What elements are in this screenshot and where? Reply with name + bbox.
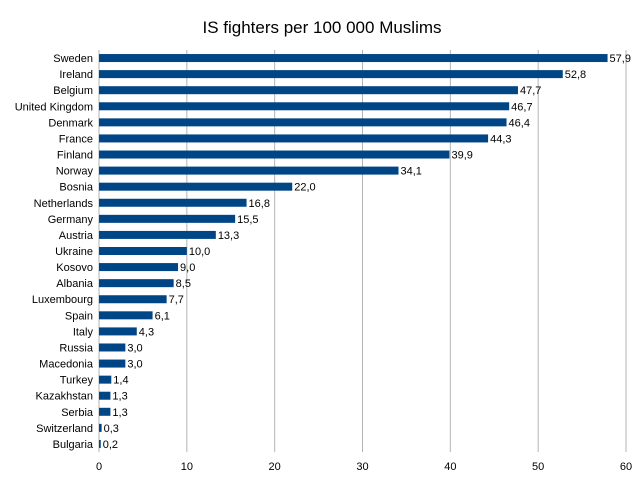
data-label: 0,2 <box>103 439 118 451</box>
data-label: 1,3 <box>112 391 127 403</box>
data-label: 1,3 <box>112 407 127 419</box>
chart-title: IS fighters per 100 000 Muslims <box>202 18 441 37</box>
category-label: Norway <box>56 166 94 178</box>
bar <box>99 134 489 143</box>
category-label: Switzerland <box>36 423 93 435</box>
bar <box>99 375 112 384</box>
x-tick-label: 20 <box>269 461 281 473</box>
category-label: Germany <box>48 214 94 226</box>
bar <box>99 150 450 159</box>
data-label: 52,8 <box>565 69 586 81</box>
data-labels: 57,9 52,8 47,7 46,7 46,4 44,3 39,9 34,1 22,0 16,8… <box>103 53 631 451</box>
bar <box>99 182 293 191</box>
data-label: 16,8 <box>249 198 270 210</box>
data-label: 6,1 <box>155 310 170 322</box>
bar <box>99 407 111 416</box>
bar <box>99 311 153 320</box>
category-label: Finland <box>57 150 93 162</box>
data-label: 3,0 <box>127 342 142 354</box>
x-tick-label: 50 <box>532 461 544 473</box>
bar <box>99 230 216 239</box>
category-label: Ukraine <box>55 246 93 258</box>
data-label: 4,3 <box>139 326 154 338</box>
data-label: 1,4 <box>113 375 128 387</box>
x-tick-label: 60 <box>620 461 632 473</box>
x-axis-tick-labels: 0 10 20 30 40 50 60 <box>96 461 632 473</box>
category-labels: Sweden Ireland Belgium United Kingdom Denmar… <box>15 53 94 451</box>
category-label: Denmark <box>48 117 93 129</box>
data-label: 47,7 <box>520 85 541 97</box>
category-label: Luxembourg <box>32 294 93 306</box>
data-label: 46,7 <box>511 101 532 113</box>
bar <box>99 343 126 352</box>
bar <box>99 359 126 368</box>
category-label: United Kingdom <box>15 101 93 113</box>
category-label: Italy <box>73 326 94 338</box>
data-label: 34,1 <box>401 166 422 178</box>
data-label: 13,3 <box>218 230 239 242</box>
data-label: 22,0 <box>294 182 315 194</box>
bar <box>99 70 563 79</box>
bar <box>99 198 247 207</box>
x-tick-label: 40 <box>444 461 456 473</box>
category-label: Turkey <box>60 375 94 387</box>
data-label: 3,0 <box>127 359 142 371</box>
bar <box>99 279 174 288</box>
category-label: Bulgaria <box>53 439 94 451</box>
bar <box>99 86 518 95</box>
bar <box>99 439 101 448</box>
category-label: Russia <box>59 342 94 354</box>
bar <box>99 118 507 127</box>
data-label: 0,3 <box>104 423 119 435</box>
data-label: 10,0 <box>189 246 210 258</box>
bar <box>99 214 236 223</box>
category-label: Belgium <box>53 85 93 97</box>
category-label: France <box>59 133 93 145</box>
category-label: Macedonia <box>39 359 94 371</box>
category-label: Netherlands <box>34 198 94 210</box>
x-tick-label: 0 <box>96 461 102 473</box>
bar <box>99 423 102 432</box>
x-tick-label: 30 <box>356 461 368 473</box>
data-label: 15,5 <box>237 214 258 226</box>
category-label: Serbia <box>61 407 94 419</box>
category-label: Albania <box>56 278 94 290</box>
bar <box>99 54 608 63</box>
data-label: 8,5 <box>176 278 191 290</box>
data-label: 9,0 <box>180 262 195 274</box>
category-label: Ireland <box>59 69 93 81</box>
bars <box>99 54 608 448</box>
data-label: 7,7 <box>169 294 184 306</box>
bar <box>99 166 399 175</box>
bar <box>99 247 187 255</box>
bar <box>99 391 111 400</box>
category-label: Kazakhstan <box>36 391 93 403</box>
data-label: 57,9 <box>610 53 631 65</box>
category-label: Kosovo <box>56 262 93 274</box>
data-label: 44,3 <box>490 133 511 145</box>
category-label: Spain <box>65 310 93 322</box>
category-label: Bosnia <box>59 182 94 194</box>
data-label: 46,4 <box>509 117 530 129</box>
bar <box>99 102 510 111</box>
bar <box>99 295 167 304</box>
category-label: Austria <box>59 230 94 242</box>
bar <box>99 327 137 336</box>
data-label: 39,9 <box>451 150 472 162</box>
grid-lines <box>98 50 627 452</box>
bar <box>99 263 179 272</box>
category-label: Sweden <box>53 53 93 65</box>
x-tick-label: 10 <box>181 461 193 473</box>
